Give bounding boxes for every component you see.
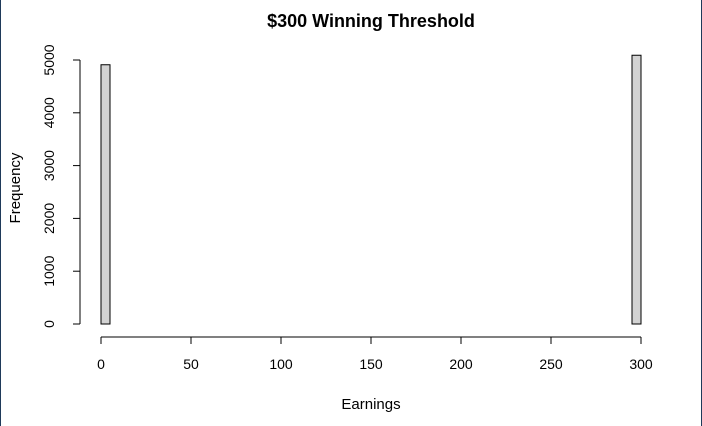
y-tick-label: 1000 [41, 255, 57, 286]
x-tick-label: 150 [359, 356, 383, 372]
y-tick-label: 0 [41, 320, 57, 328]
x-tick-label: 300 [629, 356, 653, 372]
histogram-bar [100, 64, 111, 325]
chart-title: $300 Winning Threshold [267, 11, 475, 31]
x-axis-label: Earnings [341, 396, 400, 413]
histogram-bars [100, 54, 642, 325]
x-axis: 0 50 100 150 200 250 300 [97, 336, 653, 372]
y-tick-label: 5000 [41, 44, 57, 75]
x-tick-label: 250 [539, 356, 563, 372]
y-tick-label: 2000 [41, 203, 57, 234]
y-axis-label: Frequency [7, 152, 24, 223]
y-tick-label: 4000 [41, 97, 57, 128]
histogram-bar [631, 54, 642, 325]
y-tick-label: 3000 [41, 150, 57, 181]
x-tick-label: 200 [449, 356, 473, 372]
y-axis: 0 1000 2000 3000 4000 5000 [41, 44, 81, 328]
x-tick-label: 0 [97, 356, 105, 372]
x-tick-label: 50 [183, 356, 199, 372]
x-tick-label: 100 [269, 356, 293, 372]
